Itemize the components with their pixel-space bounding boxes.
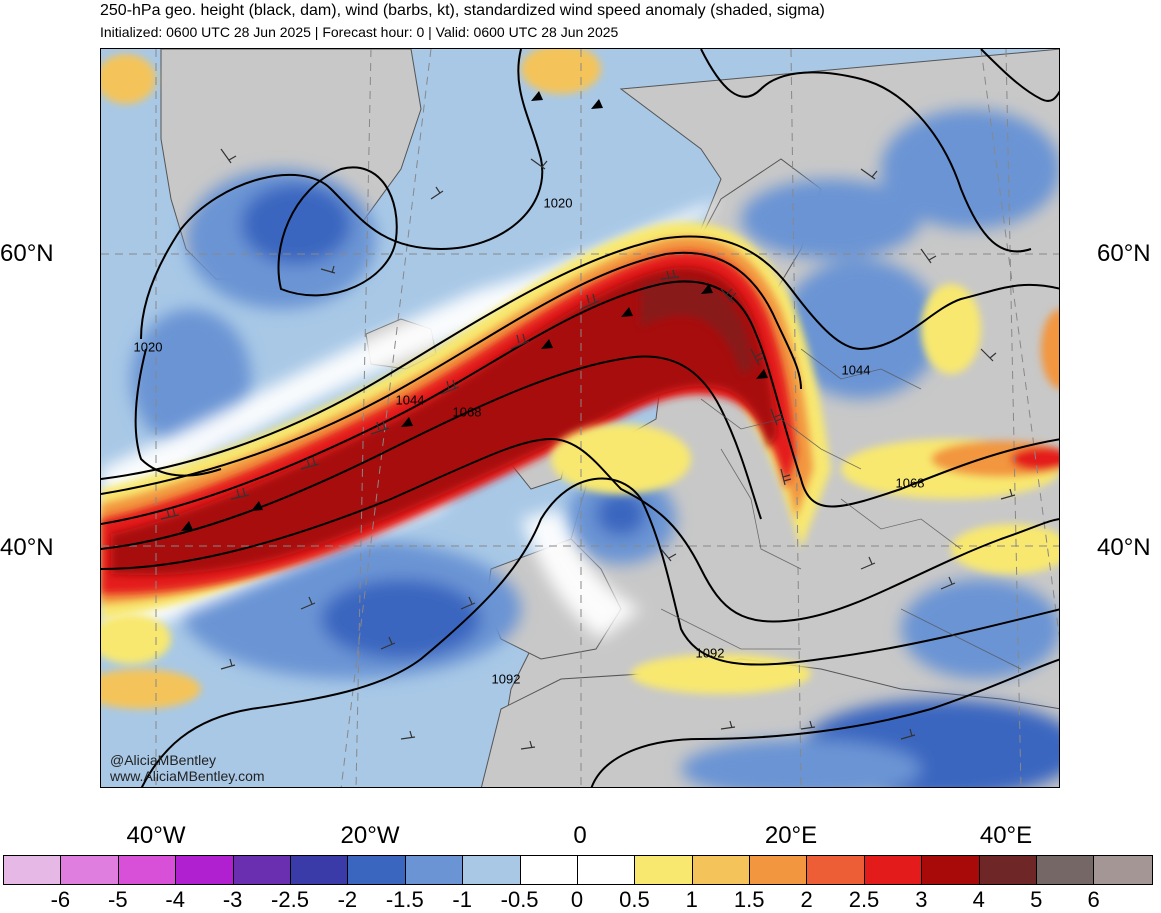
jet-stream-shading	[101, 221, 831, 619]
colorbar-tick-label: 5	[1030, 887, 1043, 912]
colorbar-swatch	[692, 856, 751, 884]
colorbar-swatch	[176, 856, 234, 884]
colorbar	[3, 855, 1153, 885]
graticule	[101, 49, 1059, 787]
contour-label: 1092	[491, 671, 521, 687]
wind-barb-pennants	[181, 91, 768, 531]
colorbar-tick-label: -1.5	[385, 887, 424, 912]
contour-label: 1044	[841, 362, 871, 378]
contour-label: 1092	[695, 645, 725, 661]
height-contours	[101, 49, 1059, 787]
credit-website: www.AliciaMBentley.com	[110, 768, 265, 784]
colorbar-tick-label: -4	[165, 887, 185, 912]
colorbar-tick-label: 3	[915, 887, 928, 912]
colorbar-swatch	[348, 856, 406, 884]
colorbar-swatch	[1094, 856, 1152, 884]
colorbar-swatch	[750, 856, 808, 884]
lat-label-60n-right: 60°N	[1097, 240, 1151, 267]
contour-1044	[101, 235, 1059, 480]
colorbar-tick-label: 2	[800, 887, 813, 912]
contour-1068	[101, 280, 1059, 525]
jet-darkest	[641, 278, 753, 374]
contour-label: 1020	[543, 195, 573, 211]
contour-far-north	[980, 49, 1059, 102]
colorbar-swatch	[807, 856, 865, 884]
colorbar-swatch	[1037, 856, 1095, 884]
jet-core	[111, 267, 777, 576]
colorbar-tick-label: 0	[570, 887, 584, 912]
contour-label: 1044	[395, 392, 425, 408]
colorbar-swatch	[4, 856, 62, 884]
lon-label-20e: 20°E	[764, 822, 818, 849]
colorbar-swatch	[520, 856, 578, 884]
wind-barbs	[160, 148, 1016, 750]
lon-label-20w: 20°W	[340, 822, 400, 849]
contour-1020-low	[277, 166, 398, 297]
colorbar-swatch	[290, 856, 349, 884]
contour-label: 1068	[895, 475, 925, 491]
colorbar-tick-label: 0.5	[619, 887, 650, 912]
lat-label-60n-left: 60°N	[0, 240, 54, 267]
lat-label-40n-left: 40°N	[0, 534, 54, 561]
colorbar-tick-label: -5	[108, 887, 128, 912]
map-subtitle: Initialized: 0600 UTC 28 Jun 2025 | Fore…	[100, 24, 619, 40]
lon-label-0: 0	[573, 822, 587, 849]
map-title: 250-hPa geo. height (black, dam), wind (…	[100, 2, 825, 19]
colorbar-swatch	[61, 856, 119, 884]
lon-label-40e: 40°E	[979, 822, 1033, 849]
colorbar-swatch	[405, 856, 464, 884]
negative-anomaly-shading	[131, 109, 1059, 787]
colorbar-swatch	[118, 856, 177, 884]
colorbar-tick-label: 4	[972, 887, 985, 912]
lat-label-40n-right: 40°N	[1097, 534, 1151, 561]
contour-1044-b	[101, 251, 802, 495]
map-panel	[100, 48, 1060, 788]
contour-1092-b	[140, 477, 1059, 787]
colorbar-swatch	[635, 856, 693, 884]
colorbar-tick-label: 2.5	[848, 887, 880, 912]
colorbar-swatch	[922, 856, 980, 884]
colorbar-swatch	[979, 856, 1038, 884]
colorbar-tick-label: 6	[1087, 887, 1100, 912]
contour-label: 1020	[133, 339, 163, 355]
colorbar-tick-label: 1	[685, 887, 698, 912]
contour-label: 1068	[452, 404, 482, 420]
lon-label-40w: 40°W	[126, 822, 186, 849]
colorbar-tick-label: -0.5	[500, 887, 539, 912]
map-canvas	[101, 49, 1059, 787]
credit-handle: @AliciaMBentley	[110, 752, 217, 768]
colorbar-tick-label: -3	[222, 887, 243, 912]
contour-low-south	[590, 658, 1059, 787]
colorbar-swatch	[463, 856, 521, 884]
colorbar-tick-label: -1	[452, 887, 472, 912]
colorbar-swatch	[577, 856, 636, 884]
contour-1020-west	[134, 348, 222, 477]
colorbar-tick-label: 1.5	[733, 887, 765, 912]
colorbar-tick-label: -6	[50, 887, 71, 912]
colorbar-swatch	[233, 856, 291, 884]
colorbar-swatch	[864, 856, 923, 884]
contour-1020-north	[140, 49, 544, 340]
colorbar-tick-label: -2.5	[271, 887, 309, 912]
colorbar-tick-label: -2	[337, 887, 358, 912]
contour-north-ridge	[700, 49, 1032, 253]
